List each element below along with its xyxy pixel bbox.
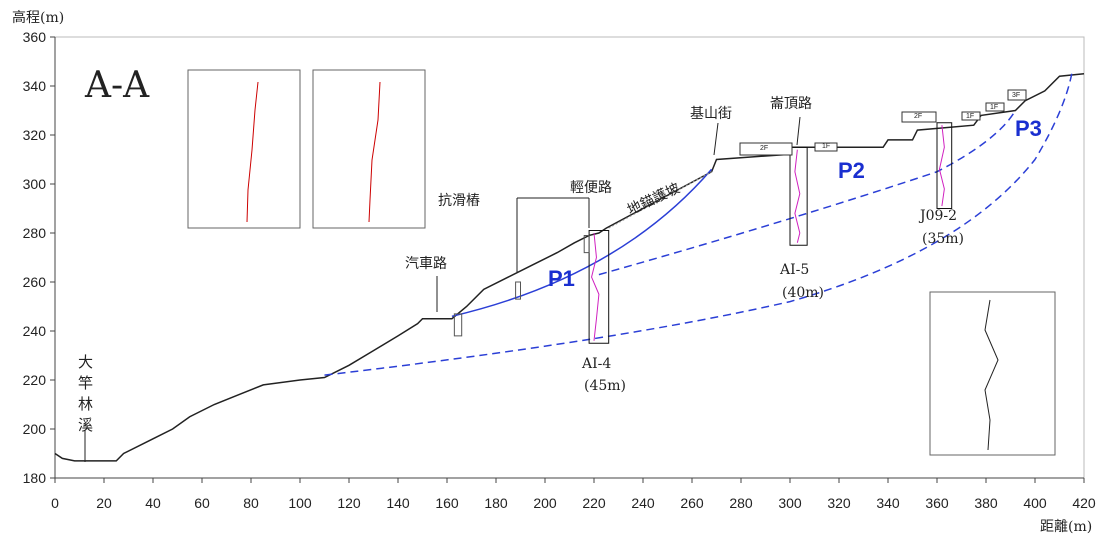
building-label: 2F [914, 113, 922, 120]
surface-label: P1 [548, 266, 575, 291]
x-tick-label: 120 [337, 495, 361, 511]
inclinometer-trace [592, 233, 599, 341]
y-axis-label: 高程(m) [12, 9, 64, 26]
x-tick-label: 60 [194, 495, 210, 511]
building-label: 1F [990, 104, 998, 111]
borehole-name: AI-5 [779, 262, 809, 278]
surface-label: P3 [1015, 116, 1042, 141]
x-tick-label: 0 [51, 495, 59, 511]
river-label: 大竿林溪 [76, 354, 94, 438]
y-tick-label: 320 [23, 127, 47, 143]
x-tick-label: 80 [243, 495, 259, 511]
y-tick-label: 300 [23, 176, 47, 192]
road-label: 抗滑樁 [438, 192, 480, 209]
y-tick-label: 360 [23, 29, 47, 45]
x-tick-label: 340 [876, 495, 900, 511]
x-tick-label: 220 [582, 495, 606, 511]
building-label: 1F [822, 143, 830, 150]
borehole-depth: (35m) [922, 231, 964, 247]
x-tick-label: 380 [974, 495, 998, 511]
borehole [790, 147, 807, 245]
road-label: 崙頂路 [770, 96, 812, 112]
x-tick-label: 400 [1023, 495, 1047, 511]
borehole [589, 231, 609, 344]
y-tick-label: 280 [23, 225, 47, 241]
inclinometer-trace [795, 150, 800, 243]
x-tick-label: 100 [288, 495, 312, 511]
road-label: 輕便路 [570, 180, 612, 196]
borehole-depth: (45m) [584, 378, 626, 394]
x-tick-label: 360 [925, 495, 949, 511]
x-tick-label: 320 [827, 495, 851, 511]
x-tick-label: 240 [631, 495, 655, 511]
road-label: 汽車路 [405, 255, 447, 272]
y-tick-label: 220 [23, 372, 47, 388]
x-tick-label: 20 [96, 495, 112, 511]
road-label: 地錨護坡 [625, 180, 683, 218]
x-tick-label: 260 [680, 495, 704, 511]
building-label: 2F [760, 145, 768, 152]
surface-label: P2 [838, 158, 865, 183]
y-tick-label: 260 [23, 274, 47, 290]
x-tick-label: 40 [145, 495, 161, 511]
inclinometer-charts [188, 70, 1055, 455]
cross-section: 高程(m) 距離(m) A-A 大竿林溪 汽車路 抗滑樁 輕便路 地錨護坡 基山… [0, 0, 1107, 545]
y-tick-label: 240 [23, 323, 47, 339]
x-tick-label: 180 [484, 495, 508, 511]
y-tick-label: 340 [23, 78, 47, 94]
building-label: 1F [966, 113, 974, 120]
section-title: A-A [84, 65, 150, 106]
y-tick-label: 180 [23, 470, 47, 486]
borehole-name: AI-4 [581, 356, 611, 372]
x-tick-label: 160 [435, 495, 459, 511]
x-tick-label: 140 [386, 495, 410, 511]
x-axis-label: 距離(m) [1040, 518, 1092, 535]
x-tick-label: 280 [729, 495, 753, 511]
road-label: 基山街 [690, 105, 732, 122]
borehole-name: J09-2 [918, 208, 957, 224]
building-label: 3F [1012, 92, 1020, 99]
x-tick-label: 300 [778, 495, 802, 511]
borehole-depth: (40m) [782, 285, 824, 301]
inclinometer-trace [939, 125, 944, 206]
pile [454, 314, 461, 336]
y-tick-label: 200 [23, 421, 47, 437]
x-tick-label: 420 [1072, 495, 1096, 511]
x-tick-label: 200 [533, 495, 557, 511]
